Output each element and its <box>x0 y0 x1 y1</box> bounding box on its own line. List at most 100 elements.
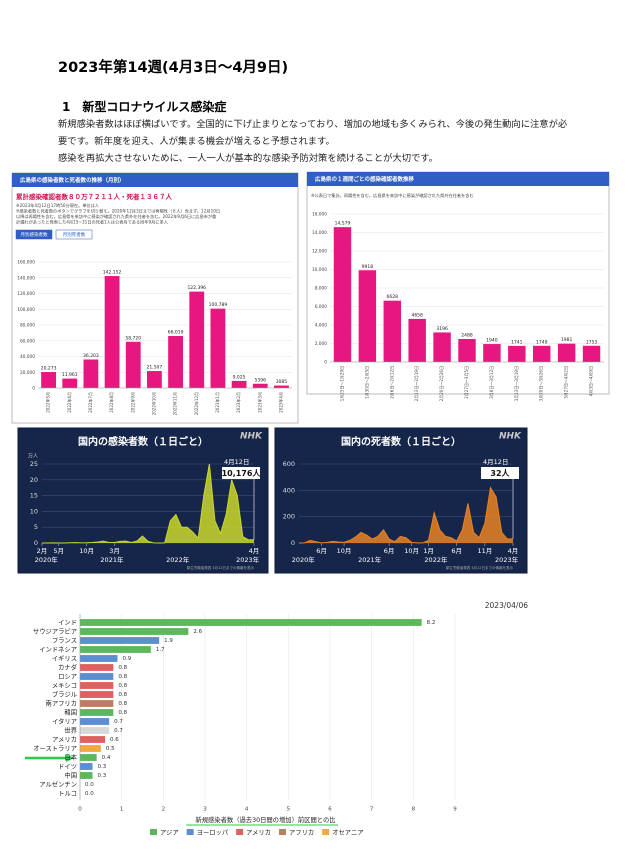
y-tick-label: 140,000 <box>17 275 35 281</box>
x-tick-label: 2023年4月 <box>277 392 283 413</box>
value-label: 1753 <box>586 339 598 345</box>
y-tick-label: 160,000 <box>17 260 35 266</box>
legend-label: アメリカ <box>246 829 271 837</box>
paragraph: 感染を再拡大させないために、一人一人が基本的な感染予防対策を続けることが大切です… <box>58 153 438 164</box>
value-label: 122,396 <box>187 285 206 291</box>
category-label: アメリカ <box>52 736 77 744</box>
category-label: 韓国 <box>64 708 77 717</box>
legend-swatch <box>186 829 194 835</box>
legend-label: オセアニア <box>332 829 363 837</box>
x-tick-label: 2022年11月 <box>172 392 178 415</box>
value-label: 0.8 <box>118 701 127 707</box>
bar <box>189 291 205 388</box>
arrow-head <box>66 754 74 762</box>
source: 厚生労働省発表 4月12日までの情報を表示 <box>446 565 514 570</box>
x-tick-label: 2022年12月 <box>193 392 199 415</box>
x-axis-label: 新規感染者数（過去30日間の増加）前区間との比 <box>195 815 335 824</box>
bar <box>80 709 114 716</box>
x-tick-label: 3月6日～3月12日 <box>489 366 494 399</box>
x-tick-label: 10月 <box>337 547 352 555</box>
x-tick-label: 2月6日～2月12日 <box>389 366 394 399</box>
bar <box>80 637 160 644</box>
annotation-value: 10,176人 <box>222 468 262 478</box>
bar <box>80 718 110 725</box>
x-tick-label: 2 <box>162 807 166 813</box>
bar <box>104 276 120 388</box>
x-tick-label: 10月 <box>79 547 94 555</box>
value-label: 3085 <box>276 379 288 385</box>
category-label: 南アフリカ <box>46 699 77 708</box>
x-tick-label: 2022年7月 <box>87 392 93 413</box>
y-tick-label: 100,000 <box>17 307 35 313</box>
x-tick-label: 2023年2月 <box>235 392 241 413</box>
y-tick-label: 25 <box>30 460 38 468</box>
area <box>42 464 254 543</box>
bar <box>62 378 78 388</box>
x-tick-label: 4月 <box>249 547 260 555</box>
value-label: 0.3 <box>98 773 107 779</box>
value-label: 0.7 <box>114 728 123 734</box>
y-tick-label: 20 <box>30 476 38 484</box>
bar <box>508 345 526 362</box>
y-tick-label: 600 <box>283 460 295 468</box>
logo: NHK <box>499 432 522 442</box>
year-label: 2021年 <box>100 555 124 564</box>
value-label: 100,789 <box>209 302 228 308</box>
value-label: 0.0 <box>85 782 94 788</box>
bar <box>252 383 268 388</box>
y-tick-label: 4,000 <box>315 323 328 329</box>
x-tick-label: 2022年8月 <box>108 392 114 413</box>
y-tick-label: 14,000 <box>312 230 327 236</box>
category-label: インド <box>58 620 77 627</box>
x-tick-label: 10月 <box>404 547 419 555</box>
value-label: 0.3 <box>98 764 107 770</box>
value-label: 6628 <box>387 294 399 300</box>
source: 厚生労働省発表 4月12日までの情報を表示 <box>187 565 255 570</box>
value-label: 2.6 <box>193 629 202 635</box>
annotation-value: 32人 <box>490 468 510 478</box>
year-label: 2023年 <box>236 555 260 564</box>
x-tick-label: 7 <box>370 807 374 813</box>
legend-label: アジア <box>160 829 179 837</box>
x-tick-label: 2022年5月 <box>45 392 51 413</box>
panel-header <box>12 173 298 187</box>
category-label: ドイツ <box>58 764 77 771</box>
category-label: ロシア <box>58 673 77 681</box>
value-label: 8.2 <box>427 620 436 626</box>
value-label: 4658 <box>411 312 423 318</box>
year-label: 2023年 <box>495 555 519 564</box>
x-tick-label: 6月 <box>451 547 462 555</box>
value-label: 9918 <box>362 264 374 270</box>
note: 計漏れがあったと発表した4月15~31日の死者1人は公表月である同年9月に参入 <box>16 219 169 226</box>
bar <box>41 372 56 388</box>
y-tick-label: 20,000 <box>20 370 35 376</box>
value-label: 2488 <box>461 332 473 338</box>
category-label: フランス <box>52 637 77 645</box>
value-label: 0.8 <box>118 710 127 716</box>
value-label: 0.4 <box>102 755 111 761</box>
bar <box>147 371 162 388</box>
value-label: 0.8 <box>118 674 127 680</box>
x-tick-label: 4月 <box>508 547 519 555</box>
y-tick-label: 16,000 <box>312 212 327 218</box>
bar <box>80 691 114 698</box>
tab <box>55 229 93 240</box>
value-label: 1741 <box>511 339 523 345</box>
x-tick-label: 3月 <box>109 547 120 555</box>
value-label: 142,152 <box>103 270 122 276</box>
y-tick-label: 8,000 <box>315 286 328 292</box>
value-label: 36,203 <box>83 353 99 359</box>
annotation-box <box>222 467 260 479</box>
legend-swatch <box>322 829 330 835</box>
legend-label: アフリカ <box>289 829 314 837</box>
category-label: サウジアラビア <box>33 627 77 636</box>
value-label: 5396 <box>255 377 267 383</box>
subtitle: 累計感染確認者数８０万７２１１人・死者１３６７人 <box>16 192 173 201</box>
x-tick-label: 2月 <box>37 547 48 555</box>
value-label: 1.7 <box>156 647 165 653</box>
bar <box>80 763 93 770</box>
bar <box>533 345 551 362</box>
bar <box>83 359 99 388</box>
x-tick-label: 1月30日～2月5日 <box>364 366 369 399</box>
annotation-date: 4月12日 <box>483 458 508 466</box>
